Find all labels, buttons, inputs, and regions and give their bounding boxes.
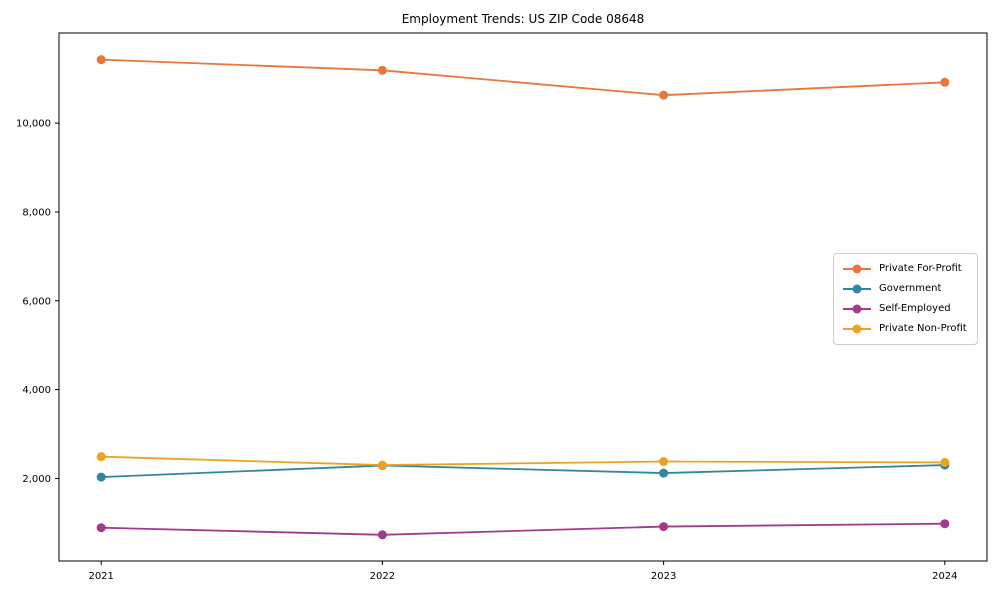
data-point [96,452,106,462]
data-point [96,523,106,533]
data-point [659,457,669,467]
legend-dot-icon [852,284,862,294]
x-tick-label: 2021 [88,571,113,582]
data-point [377,65,387,75]
legend-item-government: Government [843,282,969,296]
legend-marker-icon [843,324,871,334]
series-self-employed [96,519,950,540]
legend-label: Self-Employed [879,303,951,314]
legend-item-self-employed: Self-Employed [843,302,969,316]
data-point [940,457,950,467]
y-tick-label: 10,000 [16,119,51,130]
data-point [96,472,106,482]
legend-marker-icon [843,304,871,314]
legend-dot-icon [852,324,862,334]
chart-title: Employment Trends: US ZIP Code 08648 [402,12,645,26]
x-axis: 2021 2022 2023 2024 [88,561,958,582]
data-point [659,90,669,100]
legend-label: Private For-Profit [879,263,962,274]
data-point [96,55,106,65]
x-tick-label: 2022 [370,571,395,582]
series-line [101,58,945,97]
data-point [377,460,387,470]
y-tick-label: 6,000 [22,296,51,307]
data-point [940,519,950,529]
series-line [101,455,945,466]
y-tick-label: 4,000 [22,385,51,396]
y-tick-label: 2,000 [22,474,51,485]
series-line [101,522,945,536]
data-point [377,530,387,540]
series-private-for-profit [96,55,950,100]
legend-marker-icon [843,264,871,274]
legend-dot-icon [852,264,862,274]
axes-spines [58,32,988,562]
legend-item-private-for-profit: Private For-Profit [843,262,969,276]
data-point [940,77,950,87]
legend-marker-icon [843,284,871,294]
x-tick-label: 2023 [651,571,676,582]
legend: Private For-Profit Government Self-Employe… [833,253,978,345]
series-private-non-profit [96,452,950,470]
data-point [659,522,669,532]
y-axis: 2,000 4,000 6,000 8,000 10,000 [16,119,59,485]
legend-dot-icon [852,304,862,314]
legend-label: Private Non-Profit [879,323,967,334]
legend-item-private-non-profit: Private Non-Profit [843,322,969,336]
y-tick-label: 8,000 [22,207,51,218]
legend-label: Government [879,283,942,294]
x-tick-label: 2024 [932,571,957,582]
data-point [659,468,669,478]
series-line [101,464,945,478]
